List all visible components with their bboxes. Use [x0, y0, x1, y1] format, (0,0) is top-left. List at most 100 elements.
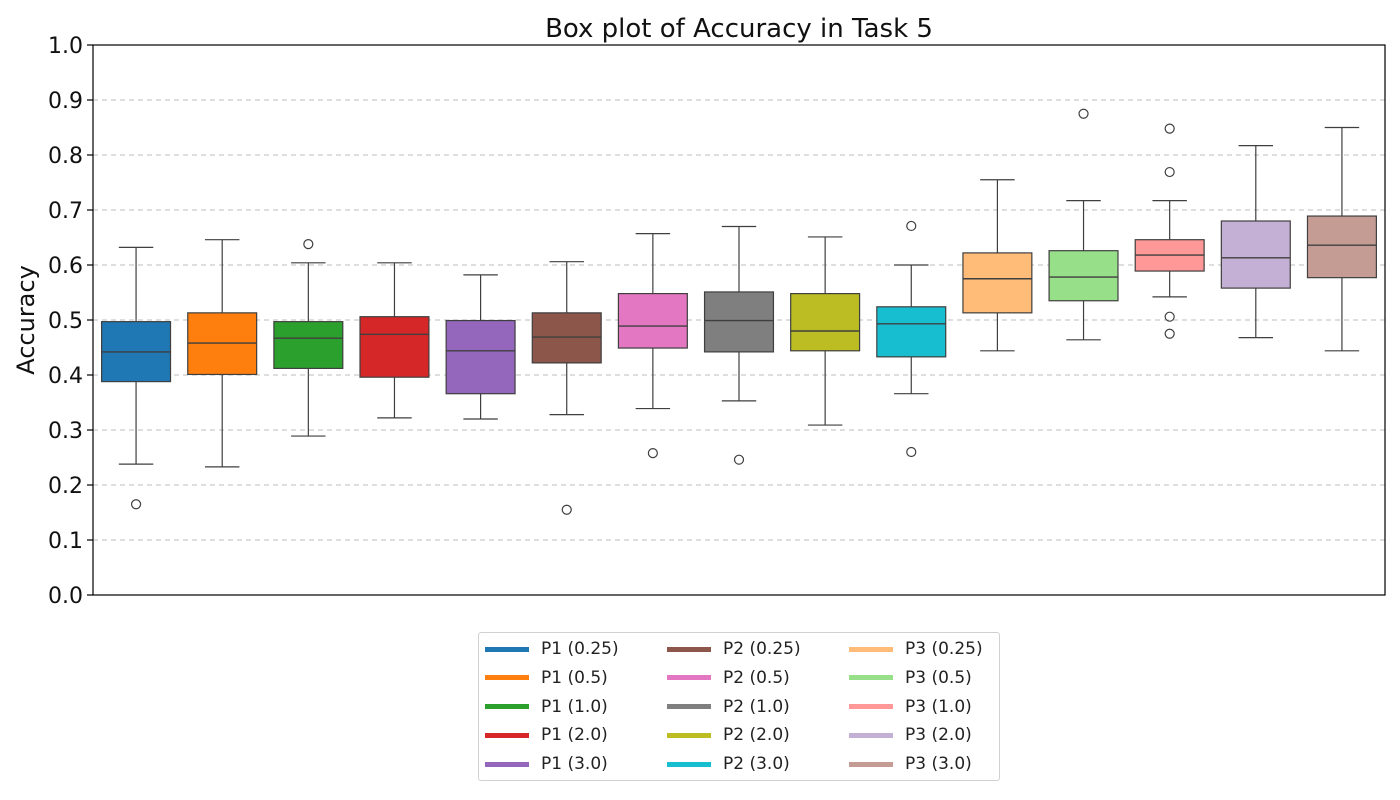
outlier-point — [1078, 108, 1089, 119]
legend-item: P2 (1.0) — [667, 696, 790, 718]
legend-swatch — [849, 646, 893, 652]
iqr-box — [962, 252, 1033, 314]
box-5 — [445, 274, 516, 420]
box-13 — [1134, 123, 1205, 339]
y-tick-label: 0.2 — [48, 474, 83, 499]
y-tick-label: 0.8 — [48, 144, 83, 169]
legend-label: P3 (0.5) — [905, 667, 972, 688]
y-axis-label: Accuracy — [12, 265, 40, 375]
legend-swatch — [485, 675, 529, 681]
legend-item: P2 (0.25) — [667, 638, 801, 660]
box-11 — [962, 179, 1033, 352]
box-9 — [790, 236, 861, 426]
iqr-box — [445, 319, 516, 395]
y-tick-label: 0.4 — [48, 364, 83, 389]
legend-item: P1 (3.0) — [485, 753, 608, 775]
box-2 — [187, 239, 258, 468]
outlier-point — [561, 504, 572, 515]
iqr-box — [1048, 250, 1119, 302]
iqr-box — [1220, 220, 1291, 289]
y-tick-label: 0.1 — [48, 529, 83, 554]
legend-swatch — [667, 675, 711, 681]
legend-label: P3 (0.25) — [905, 639, 983, 659]
box-10 — [876, 220, 947, 458]
box-14 — [1220, 145, 1291, 339]
legend-label: P2 (0.5) — [723, 667, 790, 688]
legend-swatch — [849, 732, 893, 738]
outlier-point — [303, 239, 314, 250]
legend-label: P1 (0.25) — [541, 639, 619, 659]
legend-label: P2 (1.0) — [723, 696, 790, 717]
legend-swatch — [667, 732, 711, 738]
legend-label: P1 (1.0) — [541, 696, 608, 717]
outlier-point — [906, 446, 917, 458]
box-15 — [1306, 126, 1377, 352]
legend-item: P3 (1.0) — [849, 696, 972, 718]
legend-item: P3 (2.0) — [849, 724, 972, 746]
legend-label: P3 (2.0) — [905, 725, 972, 746]
y-tick-label: 0.0 — [48, 584, 83, 609]
box-1 — [101, 246, 172, 510]
outlier-point — [1164, 166, 1175, 178]
outlier-point — [647, 448, 658, 459]
y-axis-ticks: 0.0 0.1 0.2 0.3 0.4 0.5 0.6 0.7 0.8 0.9 1.0 — [48, 34, 93, 609]
legend-swatch — [485, 704, 529, 710]
legend-label: P2 (2.0) — [723, 725, 790, 746]
legend-item: P1 (2.0) — [485, 724, 608, 746]
outlier-point — [906, 220, 917, 232]
plot-frame — [92, 44, 1386, 596]
outlier-point — [130, 499, 142, 510]
legend-item: P2 (0.5) — [667, 667, 790, 689]
legend-label: P2 (0.25) — [723, 639, 801, 659]
outlier-point — [1164, 311, 1175, 322]
box-8 — [703, 225, 775, 465]
iqr-box — [617, 293, 688, 349]
outlier-point — [1164, 123, 1175, 134]
legend-label: P1 (2.0) — [541, 725, 608, 746]
legend-swatch — [485, 732, 529, 738]
box-7 — [617, 233, 688, 459]
box-4 — [359, 262, 430, 419]
outlier-point — [1164, 328, 1175, 339]
box-6 — [531, 261, 602, 515]
legend-item: P1 (0.25) — [485, 638, 619, 660]
legend-swatch — [667, 646, 711, 652]
box-3 — [273, 239, 344, 437]
y-tick-label: 0.5 — [48, 309, 83, 334]
iqr-box — [1306, 215, 1377, 279]
legend-label: P3 (3.0) — [905, 754, 972, 775]
y-tick-label: 0.7 — [48, 199, 83, 224]
iqr-box — [359, 316, 430, 378]
chart-legend: P1 (0.25) P1 (0.5) P1 (1.0) P1 (2.0) P1 (3.0… — [478, 632, 1000, 781]
iqr-box — [790, 293, 861, 352]
legend-item: P2 (2.0) — [667, 724, 790, 746]
legend-item: P3 (0.5) — [849, 667, 972, 689]
legend-item: P2 (3.0) — [667, 753, 790, 775]
legend-swatch — [485, 646, 529, 652]
box-12 — [1048, 108, 1119, 341]
legend-swatch — [849, 675, 893, 681]
chart-title: Box plot of Accuracy in Task 5 — [545, 14, 933, 44]
legend-swatch — [849, 704, 893, 710]
legend-label: P3 (1.0) — [905, 696, 972, 717]
legend-item: P1 (0.5) — [485, 667, 608, 689]
y-tick-label: 0.6 — [48, 254, 83, 279]
legend-label: P2 (3.0) — [723, 754, 790, 775]
outlier-point — [733, 454, 745, 465]
legend-label: P1 (3.0) — [541, 754, 608, 775]
iqr-box — [531, 312, 602, 364]
iqr-box — [703, 291, 775, 353]
y-tick-label: 1.0 — [48, 34, 83, 59]
y-tick-label: 0.9 — [48, 89, 83, 114]
y-tick-label: 0.3 — [48, 419, 83, 444]
legend-swatch — [849, 761, 893, 767]
legend-swatch — [485, 761, 529, 767]
legend-item: P1 (1.0) — [485, 696, 608, 718]
legend-item: P3 (3.0) — [849, 753, 972, 775]
legend-swatch — [667, 704, 711, 710]
legend-item: P3 (0.25) — [849, 638, 983, 660]
legend-swatch — [667, 761, 711, 767]
iqr-box — [876, 306, 947, 358]
box-series — [101, 108, 1377, 515]
